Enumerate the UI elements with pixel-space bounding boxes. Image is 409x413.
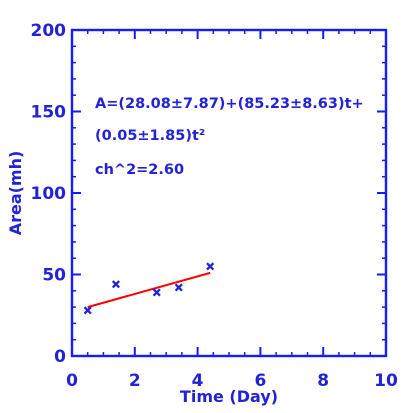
chi-square-annotation: ch^2=2.60 — [95, 162, 184, 178]
y-tick-label: 150 — [31, 103, 67, 123]
fit-equation-annotation: A=(28.08±7.87)+(85.23±8.63)t+ — [95, 96, 364, 112]
y-tick-label: 0 — [54, 347, 66, 367]
y-tick-label: 100 — [31, 184, 67, 204]
y-axis-label: Area(mh) — [6, 151, 25, 236]
x-tick-label: 2 — [129, 371, 141, 391]
x-tick-label: 10 — [374, 371, 398, 391]
y-axis-tick-labels: 0 50 100 150 200 — [31, 21, 67, 367]
x-axis-ticks — [71, 30, 387, 356]
x-tick-label: 6 — [254, 371, 266, 391]
x-tick-label: 0 — [66, 371, 78, 391]
data-point-marker — [111, 280, 120, 289]
x-tick-label: 8 — [317, 371, 329, 391]
fit-equation-annotation-continued: (0.05±1.85)t² — [95, 128, 205, 144]
x-axis-tick-labels: 0 2 4 6 8 10 — [66, 371, 398, 391]
x-tick-label: 4 — [192, 371, 204, 391]
y-tick-label: 200 — [31, 21, 67, 41]
data-point-marker — [206, 262, 215, 271]
data-point-marker — [83, 306, 92, 315]
series-layer — [83, 262, 215, 315]
data-point-marker — [174, 283, 183, 292]
y-tick-label: 50 — [42, 266, 66, 286]
x-axis-label: Time (Day) — [180, 387, 278, 406]
plot-frame — [70, 28, 388, 358]
fit-line — [87, 271, 211, 309]
data-point-marker — [152, 288, 161, 297]
y-axis-ticks — [72, 29, 386, 357]
